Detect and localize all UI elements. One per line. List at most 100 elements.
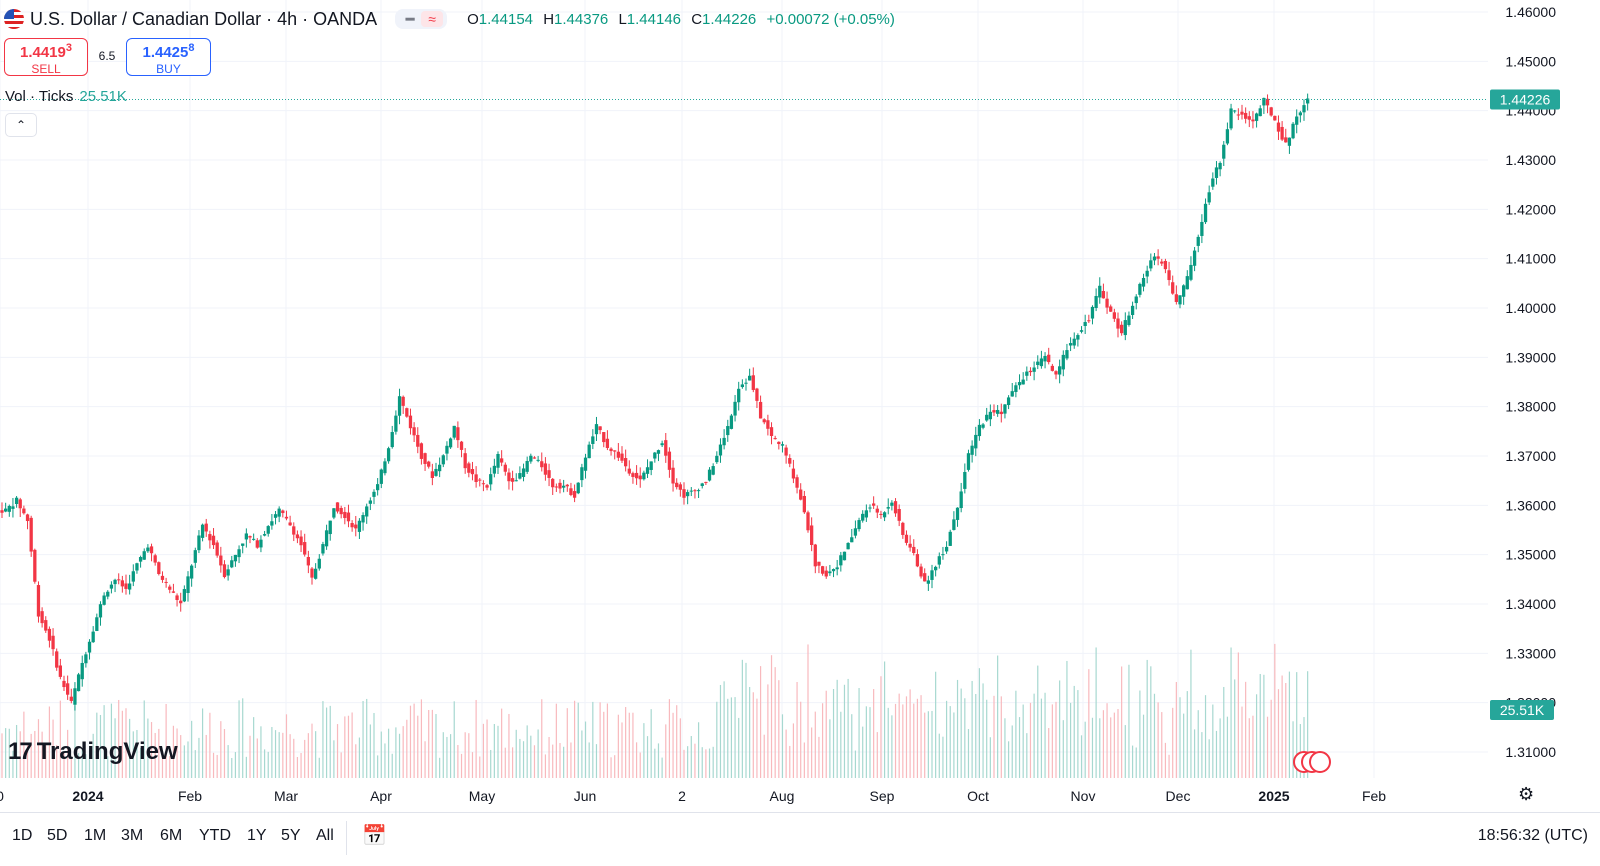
timeframe-3m[interactable]: 3M [121, 827, 144, 844]
volume-bar [504, 747, 506, 778]
candle-body [1116, 318, 1120, 329]
candle-body [1178, 295, 1182, 305]
volume-bar [373, 712, 375, 778]
us-flag-icon [4, 9, 24, 29]
volume-bar [526, 725, 528, 778]
volume-bar [366, 698, 368, 778]
candle-body [306, 556, 310, 566]
volume-bar [369, 724, 371, 778]
volume-bar [139, 747, 142, 778]
timeframe-1y[interactable]: 1Y [247, 827, 267, 844]
candle-body [525, 460, 529, 472]
volume-bar [770, 655, 773, 778]
candle-body [500, 458, 504, 463]
timeframe-1m[interactable]: 1M [84, 827, 107, 844]
volume-bar [282, 732, 284, 778]
volume-bar [836, 679, 838, 778]
timeframe-ytd[interactable]: YTD [199, 827, 231, 844]
candle-body [664, 440, 668, 456]
volume-bar [220, 721, 222, 778]
volume-bar [263, 749, 266, 778]
volume-bar [873, 689, 875, 778]
sell-button[interactable]: 1.44193 SELL [4, 38, 88, 76]
candle-body [397, 396, 402, 416]
time-axis[interactable]: 0 2024 Feb Mar Apr May Jun 2 Aug Sep Oct Nov Dec 2025… [0, 788, 1386, 804]
volume-bar [508, 713, 510, 778]
volume-bar [1059, 680, 1061, 778]
candle-body [562, 485, 566, 488]
timeframe-1d[interactable]: 1D [12, 827, 33, 844]
candle-body [244, 533, 248, 540]
symbol-title[interactable]: U.S. Dollar / Canadian Dollar · 4h · OAN… [30, 8, 378, 29]
candle-body [861, 513, 865, 521]
volume-bar [1186, 691, 1188, 778]
volume-legend[interactable]: Vol · Ticks 25.51K [5, 88, 127, 105]
volume-bar [825, 690, 827, 778]
date-range-icon[interactable]: 📅 [362, 825, 387, 847]
utc-clock[interactable]: 18:56:32 (UTC) [1477, 827, 1588, 844]
volume-bar [1153, 693, 1156, 778]
volume-bar [931, 710, 933, 778]
price-axis[interactable]: 1.460001.450001.440001.430001.420001.410… [1490, 4, 1560, 760]
volume-bar [913, 703, 915, 778]
timeframe-5y[interactable]: 5Y [281, 827, 301, 844]
line-icon[interactable]: ━ [405, 10, 415, 27]
chevron-up-icon[interactable]: ⌃ [5, 113, 37, 137]
economic-events-icon[interactable] [1293, 751, 1339, 775]
candle-body [102, 595, 106, 605]
candle-body [288, 522, 292, 526]
volume-bar [169, 756, 171, 778]
low-value: 1.44146 [626, 10, 682, 28]
volume-bar [253, 717, 255, 778]
volume-bar [249, 735, 251, 778]
volume-bar [960, 688, 962, 778]
volume-bar [45, 743, 47, 778]
candle-body [1134, 296, 1138, 304]
candle-body [1203, 203, 1208, 223]
candle-body [1098, 285, 1102, 298]
bottom-toolbar: 1D 5D 1M 3M 6M YTD 1Y 5Y All 📅 18:56:32 … [0, 812, 1600, 866]
candle-body [758, 401, 763, 419]
gear-icon[interactable]: ⚙ [1518, 784, 1535, 804]
volume-bar [909, 689, 911, 778]
volume-bar [490, 749, 492, 778]
candle-body [791, 468, 796, 479]
buy-button[interactable]: 1.44258 BUY [126, 38, 211, 76]
volume-bar [1091, 717, 1094, 778]
price-chart[interactable]: 1.460001.450001.440001.430001.420001.410… [0, 0, 1600, 812]
volume-bar [336, 724, 339, 778]
approx-icon[interactable]: ≈ [421, 11, 444, 27]
volume-bar [1241, 706, 1243, 778]
candle-body [901, 522, 905, 535]
volume-bar [701, 747, 703, 778]
candle-body [324, 530, 329, 547]
timeframe-6m[interactable]: 6M [160, 827, 183, 844]
volume-bar [325, 707, 328, 778]
candle-body [820, 566, 825, 574]
logo-text: TradingView [36, 738, 178, 765]
timeframe-all[interactable]: All [316, 827, 334, 844]
candle-body [255, 540, 259, 548]
candle-body [1244, 112, 1248, 119]
timeframe-5d[interactable]: 5D [47, 827, 68, 844]
volume-bar [559, 743, 561, 778]
chart-style-pill[interactable]: ━ ≈ [395, 9, 448, 29]
candle-body [613, 450, 617, 452]
volume-bar [650, 709, 652, 778]
volume-bar [1095, 647, 1097, 778]
volume-bar [475, 699, 477, 778]
tradingview-logo[interactable]: 17 TradingView [8, 738, 178, 766]
volume-bar [566, 708, 568, 778]
volume-bar [522, 741, 525, 778]
candle-body [350, 523, 354, 528]
volume-bar [803, 742, 805, 778]
candle-body [459, 441, 464, 450]
candle-body [718, 444, 723, 456]
candle-body [667, 451, 672, 470]
candle-body [711, 466, 715, 475]
volume-bar [964, 698, 966, 778]
volume-bar [708, 748, 711, 778]
volume-bar [486, 719, 488, 778]
candle-body [372, 491, 376, 497]
candle-body [817, 561, 821, 566]
